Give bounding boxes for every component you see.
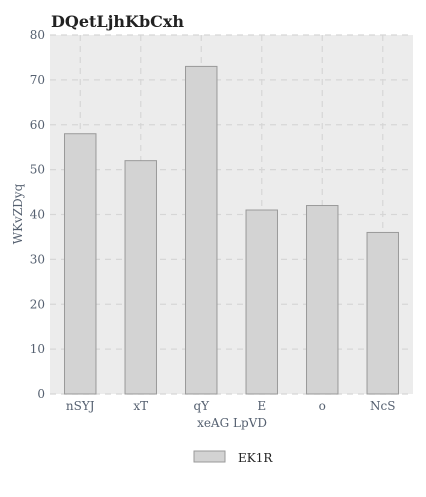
- x-tick-label: xT: [133, 399, 148, 413]
- y-tick-label: 70: [30, 73, 45, 87]
- y-tick-label: 0: [37, 387, 45, 401]
- y-tick-label: 80: [30, 28, 45, 42]
- bar-NcS: [366, 231, 399, 395]
- y-tick-label: 60: [30, 118, 45, 132]
- x-tick-label: E: [257, 399, 266, 413]
- y-axis-ticks: 0 10 20 30 40 50 60 70 80: [30, 28, 45, 401]
- chart-title: DQetLjhKbCxh: [51, 12, 184, 31]
- bar-o: [306, 205, 339, 395]
- x-axis-label: xeAG LpVD: [197, 416, 267, 430]
- bar-nSYJ: [64, 133, 97, 395]
- x-tick-label: o: [319, 399, 326, 413]
- bars: [64, 65, 399, 395]
- legend-label: EK1R: [238, 451, 273, 465]
- y-tick-label: 40: [30, 208, 45, 222]
- bar-E: [245, 209, 278, 395]
- legend: EK1R: [193, 450, 273, 465]
- y-tick-label: 10: [30, 342, 45, 356]
- x-tick-label: NcS: [370, 399, 395, 413]
- y-tick-label: 50: [30, 163, 45, 177]
- legend-swatch: [193, 450, 226, 463]
- x-tick-label: qY: [193, 399, 210, 413]
- bar-xT: [124, 160, 157, 395]
- bar-qY: [185, 65, 218, 395]
- y-tick-label: 20: [30, 297, 45, 311]
- y-tick-label: 30: [30, 252, 45, 266]
- y-axis-label: WKvZDyq: [11, 183, 25, 244]
- x-tick-label: nSYJ: [66, 399, 95, 413]
